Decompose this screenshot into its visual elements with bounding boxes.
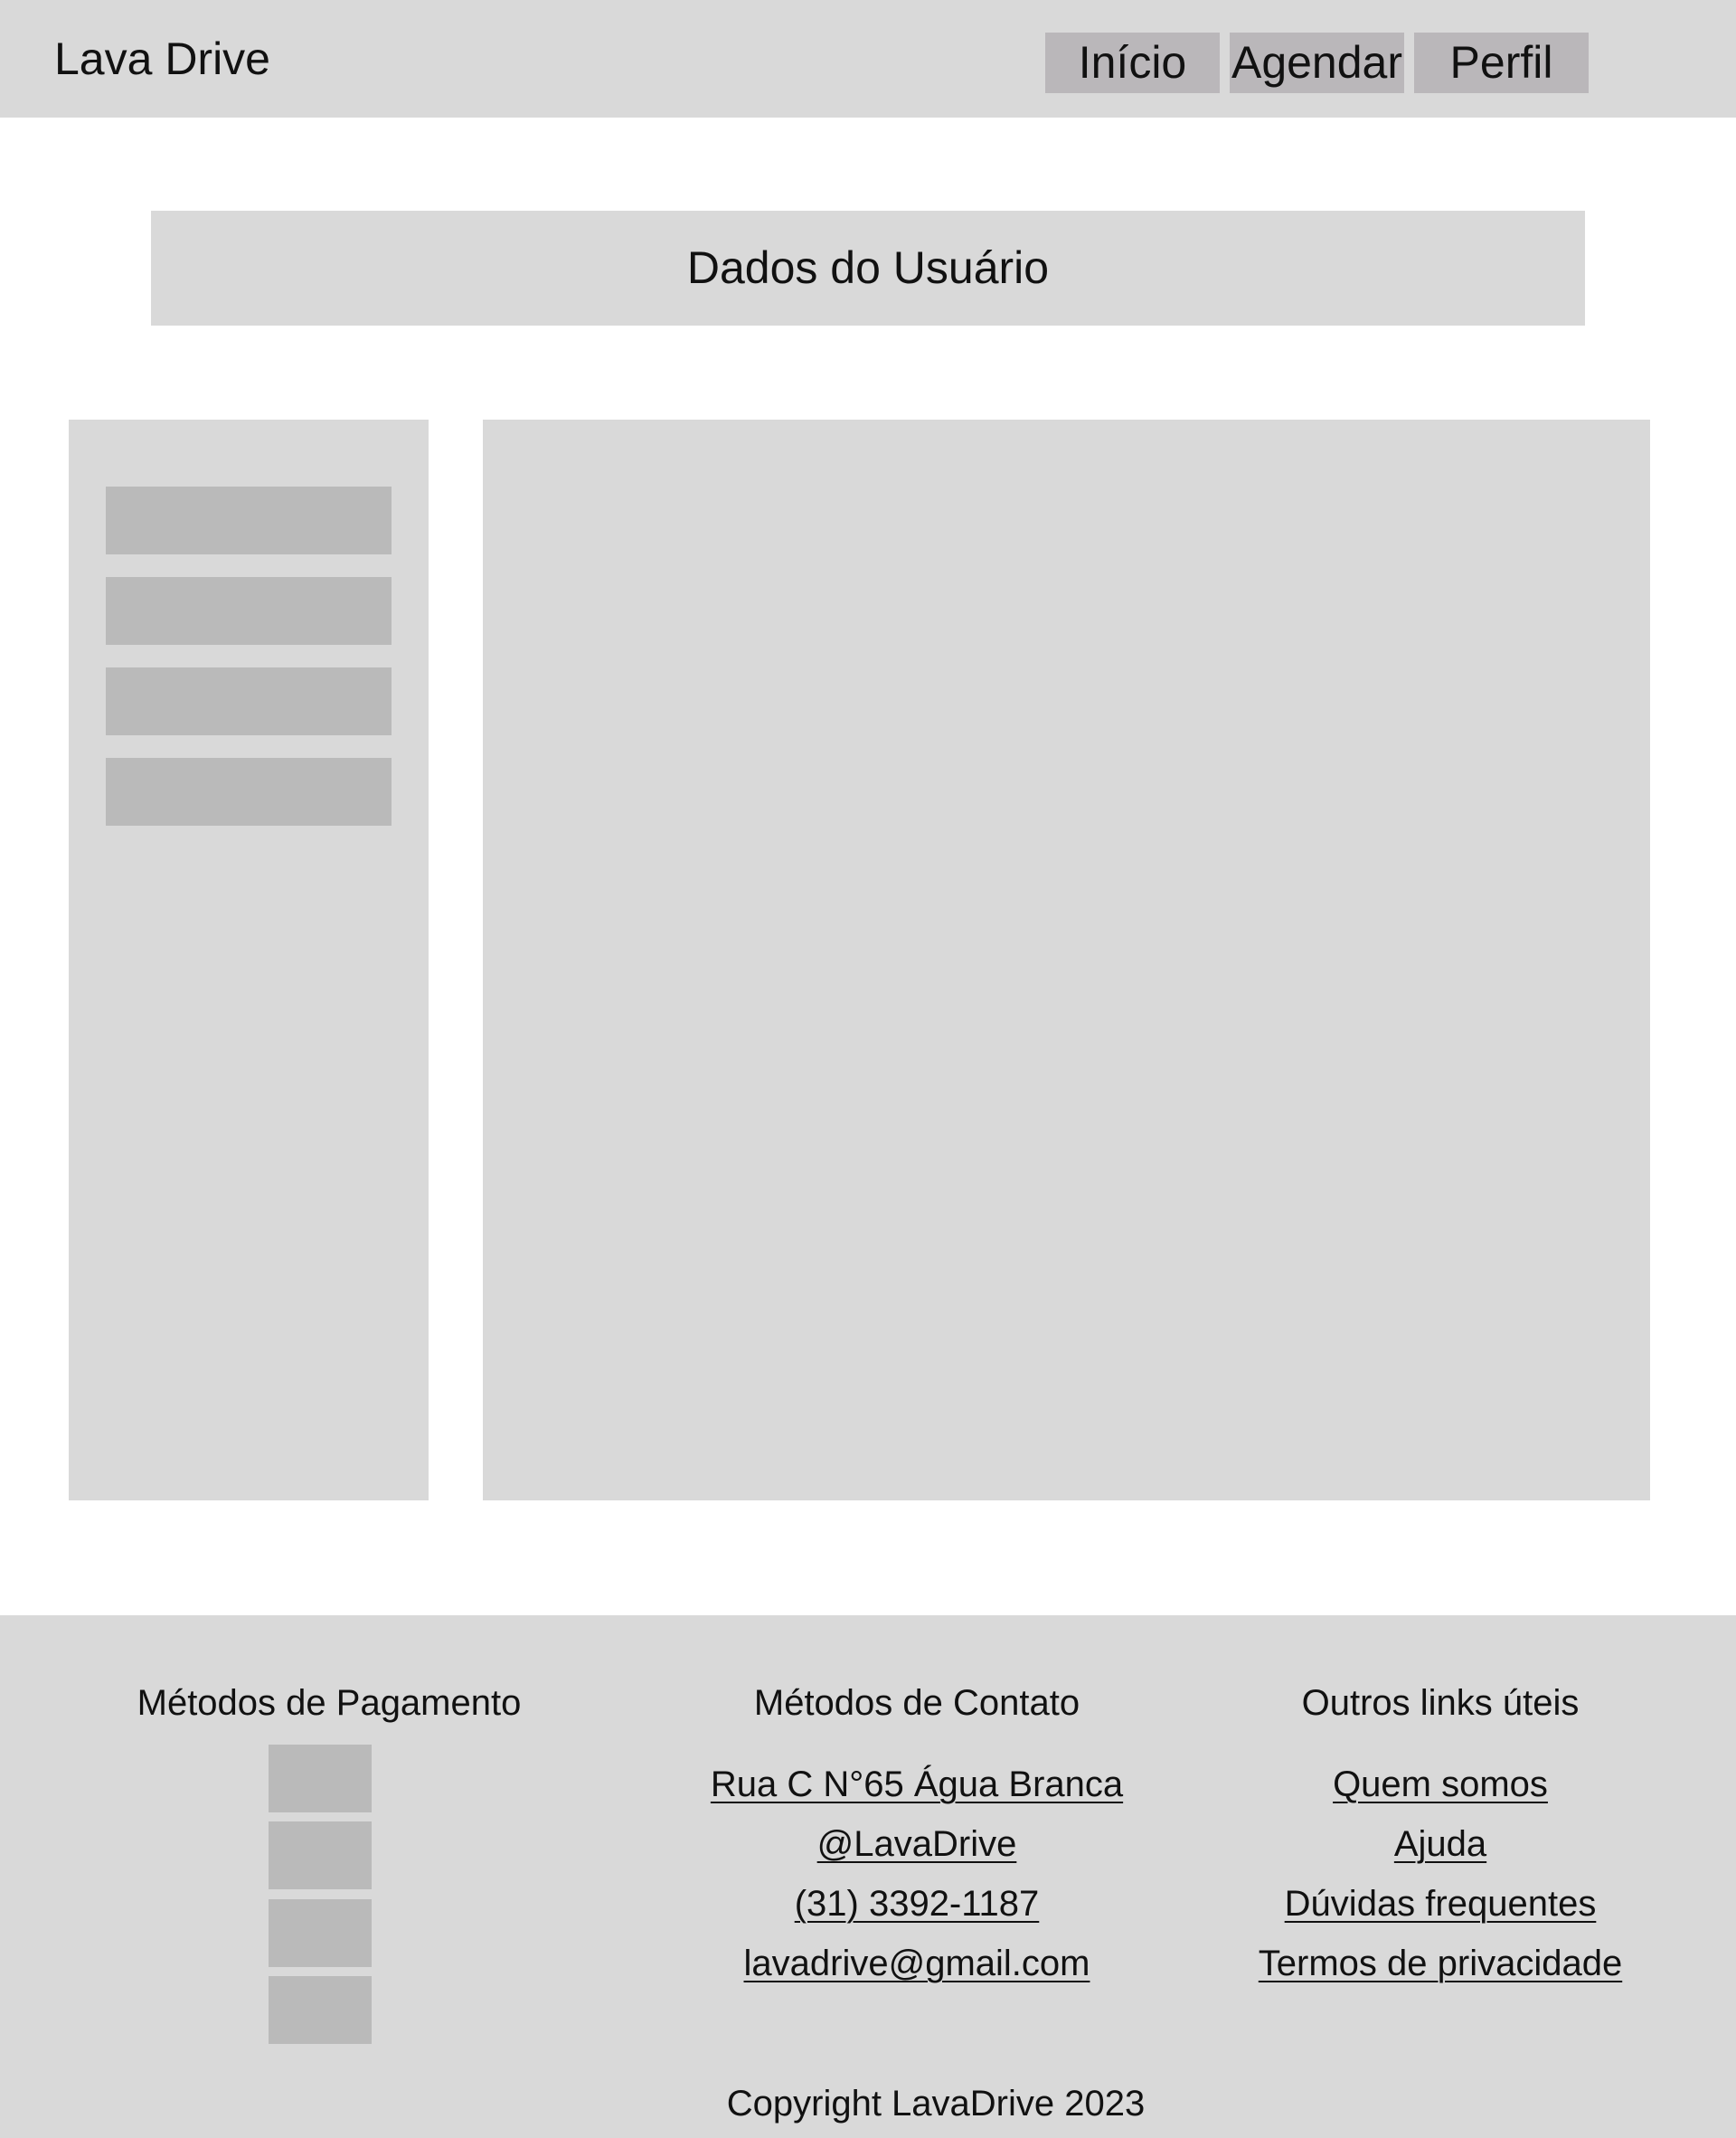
site-logo[interactable]: Lava Drive [54,33,270,84]
contact-methods-title: Métodos de Contato [753,1683,1080,1723]
nav-perfil-button[interactable]: Perfil [1414,33,1589,93]
payment-methods-title: Métodos de Pagamento [137,1683,522,1723]
contact-phone-link[interactable]: (31) 3392-1187 [794,1884,1040,1924]
sidebar-item[interactable] [106,487,392,554]
contact-address-link[interactable]: Rua C N°65 Água Branca [710,1764,1124,1804]
footer-link-termos[interactable]: Termos de privacidade [1258,1944,1623,1983]
contact-email-link[interactable]: lavadrive@gmail.com [743,1944,1090,1983]
nav-agendar-button[interactable]: Agendar [1230,33,1404,93]
contact-social-link[interactable]: @LavaDrive [816,1824,1017,1864]
payment-method-icon [269,1976,372,2044]
sidebar-item[interactable] [106,577,392,645]
sidebar-item[interactable] [106,758,392,826]
sidebar-item[interactable] [106,667,392,735]
footer-link-ajuda[interactable]: Ajuda [1393,1824,1487,1864]
user-data-panel [483,420,1650,1500]
copyright-text: Copyright LavaDrive 2023 [726,2084,1146,2124]
payment-method-icon [269,1745,372,1812]
payment-method-icon [269,1899,372,1967]
useful-links-title: Outros links úteis [1301,1683,1580,1723]
nav-inicio-button[interactable]: Início [1045,33,1220,93]
footer-link-duvidas[interactable]: Dúvidas frequentes [1284,1884,1597,1924]
page-title: Dados do Usuário [151,211,1585,326]
payment-method-icon [269,1821,372,1889]
footer-link-quem-somos[interactable]: Quem somos [1333,1764,1548,1804]
